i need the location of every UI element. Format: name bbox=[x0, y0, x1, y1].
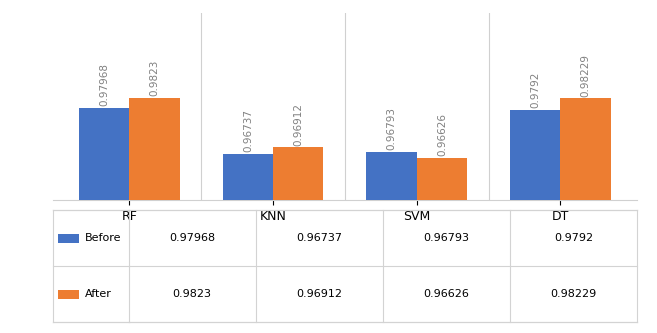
Bar bbox=[417, 158, 467, 333]
Text: 0.9792: 0.9792 bbox=[530, 72, 540, 108]
Bar bbox=[223, 154, 273, 333]
Text: 0.96626: 0.96626 bbox=[424, 289, 470, 299]
Text: 0.96793: 0.96793 bbox=[424, 233, 470, 243]
Text: 0.96912: 0.96912 bbox=[296, 289, 342, 299]
Text: 0.96737: 0.96737 bbox=[243, 109, 253, 152]
Text: 0.96626: 0.96626 bbox=[437, 113, 447, 156]
Text: 0.98229: 0.98229 bbox=[581, 54, 591, 97]
Text: 0.97968: 0.97968 bbox=[99, 63, 109, 106]
Text: 0.96793: 0.96793 bbox=[386, 107, 397, 150]
Text: 0.9823: 0.9823 bbox=[150, 60, 160, 97]
Bar bbox=[58, 290, 79, 299]
Bar bbox=[129, 98, 180, 333]
Bar bbox=[510, 110, 560, 333]
Text: Before: Before bbox=[85, 233, 122, 243]
Text: After: After bbox=[85, 289, 112, 299]
Text: 0.97968: 0.97968 bbox=[169, 233, 215, 243]
Text: 0.96912: 0.96912 bbox=[293, 103, 304, 146]
Bar bbox=[58, 234, 79, 243]
Bar bbox=[273, 147, 323, 333]
Bar bbox=[560, 98, 611, 333]
Bar bbox=[79, 108, 129, 333]
Bar bbox=[367, 152, 417, 333]
Text: 0.9823: 0.9823 bbox=[173, 289, 212, 299]
Text: 0.96737: 0.96737 bbox=[296, 233, 342, 243]
Text: 0.9792: 0.9792 bbox=[554, 233, 593, 243]
Text: 0.98229: 0.98229 bbox=[551, 289, 597, 299]
